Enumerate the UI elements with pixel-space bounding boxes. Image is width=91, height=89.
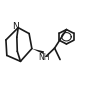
Polygon shape — [32, 49, 44, 54]
Text: NH: NH — [38, 53, 49, 62]
Text: N: N — [13, 22, 19, 31]
